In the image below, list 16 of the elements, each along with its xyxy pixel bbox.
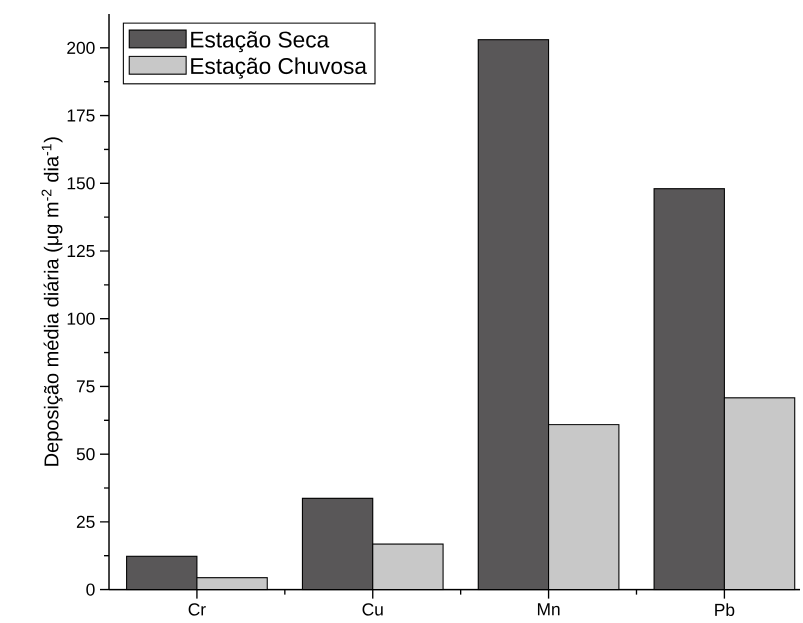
legend-label: Estação Chuvosa bbox=[191, 57, 367, 79]
y-tick-label: 100 bbox=[68, 312, 95, 325]
y-axis-title: Deposição média diária (μg m$^{-2}$ dia$^{-1}$) bbox=[42, 137, 63, 466]
y-tick-label: 125 bbox=[68, 244, 95, 258]
y-tick-label: 0 bbox=[86, 583, 95, 596]
x-tick-label: Cu bbox=[362, 603, 383, 616]
y-tick-label: 150 bbox=[68, 177, 95, 190]
y-tick-label: 175 bbox=[68, 110, 95, 122]
x-tick-label: Cr bbox=[188, 603, 206, 616]
y-tick-label: 75 bbox=[76, 380, 95, 392]
y-tick-label: 25 bbox=[76, 516, 95, 528]
legend-label: Estação Seca bbox=[191, 31, 330, 52]
x-tick-label: Mn bbox=[538, 603, 560, 616]
y-tick-label: 200 bbox=[67, 42, 95, 54]
x-tick-label: Pb bbox=[715, 603, 734, 616]
y-tick-label: 50 bbox=[76, 448, 95, 460]
